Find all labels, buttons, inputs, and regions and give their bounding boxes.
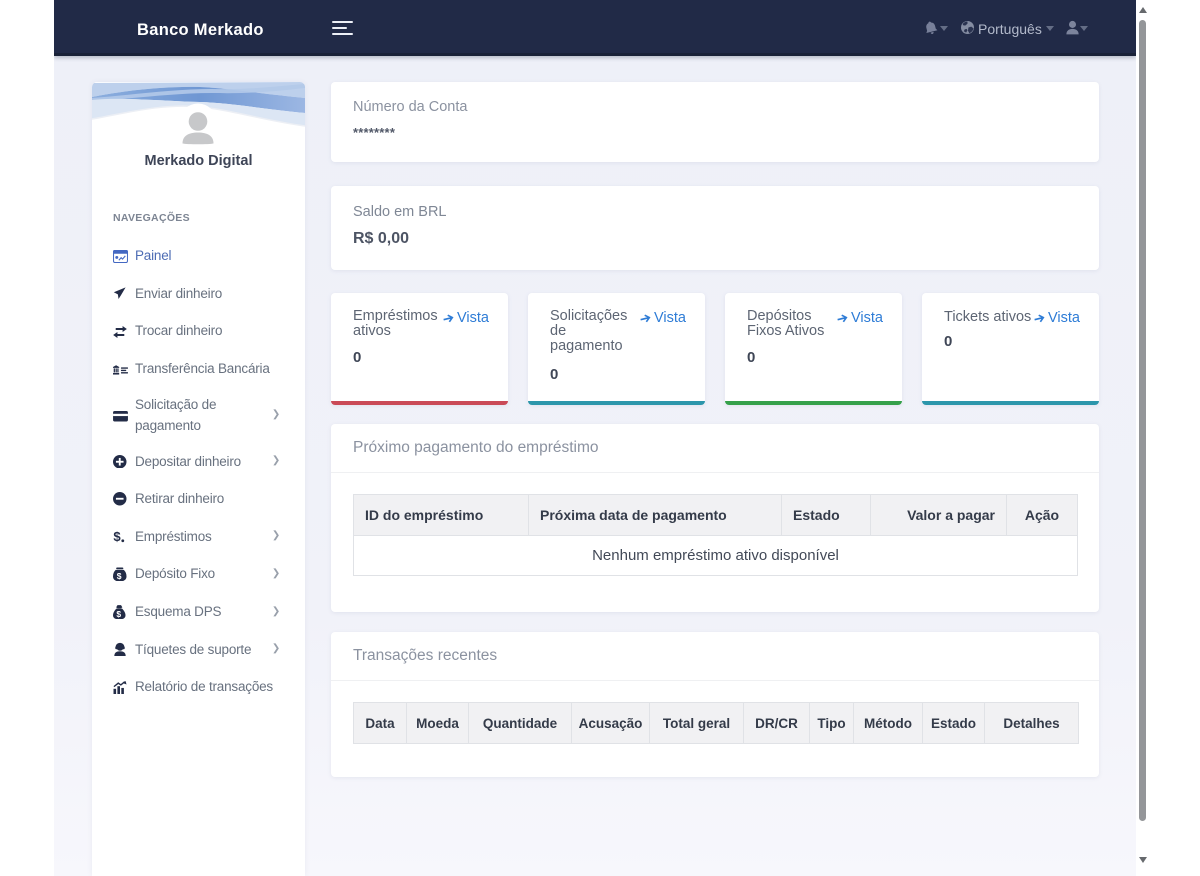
svg-text:$: $ [117, 571, 122, 581]
svg-text:$: $ [113, 530, 121, 545]
svg-text:$: $ [116, 609, 121, 619]
